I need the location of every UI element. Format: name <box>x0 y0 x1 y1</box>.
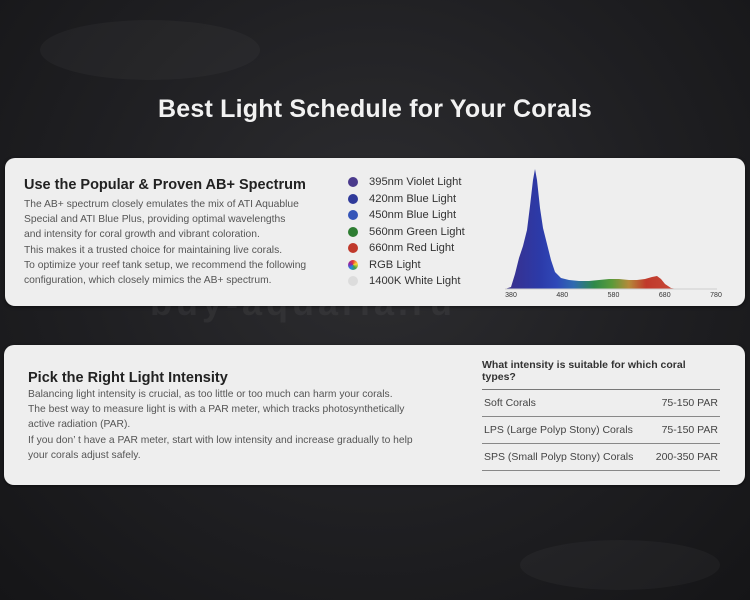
x-tick-label: 680 <box>659 292 671 299</box>
paragraph-line: The AB+ spectrum closely emulates the mi… <box>24 199 299 210</box>
legend-item: 395nm Violet Light <box>348 174 465 191</box>
background-scuff <box>40 20 260 80</box>
spectrum-heading: Use the Popular & Proven AB+ Spectrum <box>24 177 306 193</box>
coral-type: SPS (Small Polyp Stony) Corals <box>484 451 634 463</box>
spectrum-curve <box>505 169 677 289</box>
paragraph-line: The best way to measure light is with a … <box>28 404 405 416</box>
x-tick-label: 480 <box>556 292 568 299</box>
page-title: Best Light Schedule for Your Corals <box>158 95 592 123</box>
watermark: buy-aquaria.ru <box>150 282 457 323</box>
intensity-card: Pick the Right Light Intensity Balancing… <box>4 345 745 485</box>
legend-item: 560nm Green Light <box>348 224 465 241</box>
legend-item: RGB Light <box>348 257 465 274</box>
par-table: What intensity is suitable for which cor… <box>482 359 720 471</box>
x-tick-label: 580 <box>608 292 620 299</box>
paragraph-line: your corals adjust safely. <box>28 449 141 461</box>
x-tick-label: 780 <box>710 292 722 299</box>
blue-dot-icon <box>348 193 358 204</box>
spectrum-paragraph: The AB+ spectrum closely emulates the mi… <box>24 197 306 288</box>
paragraph-line: and intensity for coral growth and vibra… <box>24 229 260 241</box>
x-axis-ticks: 380 480 580 680 780 <box>505 292 722 299</box>
coral-type: LPS (Large Polyp Stony) Corals <box>484 424 633 436</box>
paragraph-line: configuration, which closely mimics the … <box>24 275 272 287</box>
legend-item: 1400K White Light <box>348 273 465 290</box>
paragraph-line: Balancing light intensity is crucial, as… <box>28 389 393 400</box>
legend-label: 1400K White Light <box>369 275 461 288</box>
par-value: 200-350 PAR <box>655 451 718 463</box>
legend-item: 450nm Blue Light <box>348 207 465 224</box>
legend-item: 420nm Blue Light <box>348 191 465 208</box>
paragraph-line: This makes it a trusted choice for maint… <box>24 244 283 256</box>
x-tick-label: 380 <box>505 292 517 299</box>
paragraph-line: To optimize your reef tank setup, we rec… <box>24 259 307 271</box>
coral-type: Soft Corals <box>484 397 536 409</box>
light-legend: 395nm Violet Light 420nm Blue Light 450n… <box>348 174 465 290</box>
legend-label: 560nm Green Light <box>369 225 465 238</box>
table-row: LPS (Large Polyp Stony) Corals 75-150 PA… <box>482 417 720 444</box>
spectrum-card: Use the Popular & Proven AB+ Spectrum Th… <box>5 158 745 306</box>
table-row: SPS (Small Polyp Stony) Corals 200-350 P… <box>482 444 720 471</box>
legend-label: 395nm Violet Light <box>369 176 462 189</box>
table-row: Soft Corals 75-150 PAR <box>482 390 720 417</box>
legend-label: 660nm Red Light <box>369 242 455 255</box>
paragraph-line: If you don’ t have a PAR meter, start wi… <box>28 434 413 446</box>
background-scuff <box>520 540 720 590</box>
blue-dot-icon <box>348 210 358 221</box>
intensity-paragraph: Balancing light intensity is crucial, as… <box>28 387 413 463</box>
par-value: 75-150 PAR <box>661 424 718 436</box>
violet-dot-icon <box>348 177 358 188</box>
rgb-dot-icon <box>348 259 358 270</box>
green-dot-icon <box>348 226 358 237</box>
legend-label: 420nm Blue Light <box>369 192 457 205</box>
paragraph-line: Special and ATI Blue Plus, providing opt… <box>24 214 286 226</box>
legend-item: 660nm Red Light <box>348 240 465 257</box>
legend-label: 450nm Blue Light <box>369 209 457 222</box>
par-table-header: What intensity is suitable for which cor… <box>482 359 720 390</box>
par-value: 75-150 PAR <box>661 397 718 409</box>
white-dot-icon <box>348 276 358 287</box>
red-dot-icon <box>348 243 358 254</box>
paragraph-line: active radiation (PAR). <box>28 419 131 431</box>
legend-label: RGB Light <box>369 258 421 271</box>
spectrum-chart: 380 480 580 680 780 <box>505 169 722 299</box>
intensity-heading: Pick the Right Light Intensity <box>28 370 228 386</box>
